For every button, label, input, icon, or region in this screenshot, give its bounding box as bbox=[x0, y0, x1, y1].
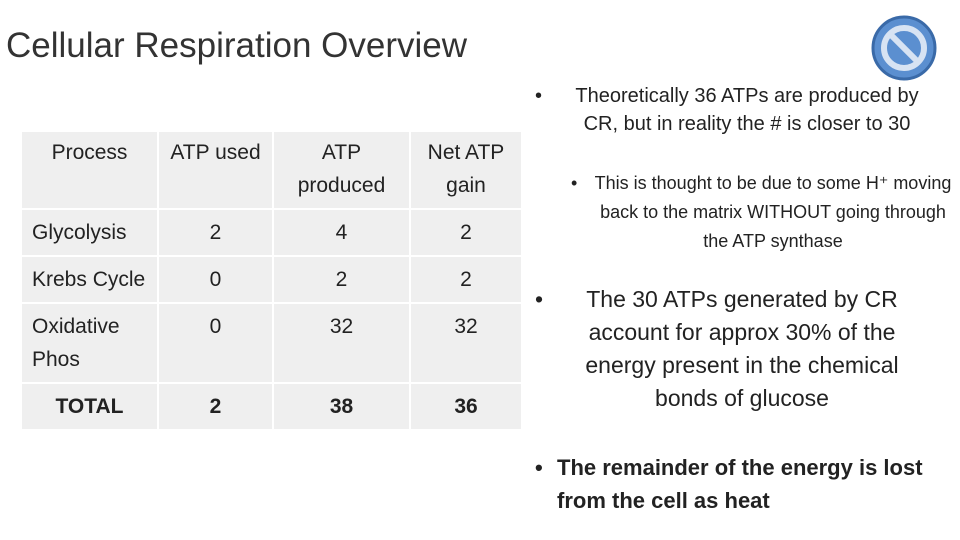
cell: Oxidative Phos bbox=[20, 302, 159, 384]
cell: TOTAL bbox=[20, 382, 159, 431]
cell: 36 bbox=[409, 382, 523, 431]
cell: 4 bbox=[272, 208, 411, 257]
column-header: ATP produced bbox=[272, 130, 411, 210]
cell: 2 bbox=[272, 255, 411, 304]
cell: 2 bbox=[409, 208, 523, 257]
cell: 0 bbox=[157, 302, 274, 384]
cell: 2 bbox=[409, 255, 523, 304]
cell: 38 bbox=[272, 382, 411, 431]
sub-bullet: This is thought to be due to some H⁺ mov… bbox=[571, 169, 953, 256]
column-header: Process bbox=[20, 130, 159, 210]
column-header: ATP used bbox=[157, 130, 274, 210]
cell: 32 bbox=[272, 302, 411, 384]
cell: 0 bbox=[157, 255, 274, 304]
bullet: Theoretically 36 ATPs are produced by CR… bbox=[535, 82, 937, 138]
no-symbol-icon bbox=[871, 15, 937, 81]
cell: 2 bbox=[157, 382, 274, 431]
atp-table: Process ATP used ATP produced Net ATP ga… bbox=[20, 130, 523, 431]
column-header: Net ATP gain bbox=[409, 130, 523, 210]
cell: 32 bbox=[409, 302, 523, 384]
cell: Glycolysis bbox=[20, 208, 159, 257]
bullet: The remainder of the energy is lost from… bbox=[535, 451, 937, 517]
cell: 2 bbox=[157, 208, 274, 257]
cell: Krebs Cycle bbox=[20, 255, 159, 304]
bullet: The 30 ATPs generated by CR account for … bbox=[535, 283, 927, 415]
slide-title: Cellular Respiration Overview bbox=[6, 26, 467, 65]
